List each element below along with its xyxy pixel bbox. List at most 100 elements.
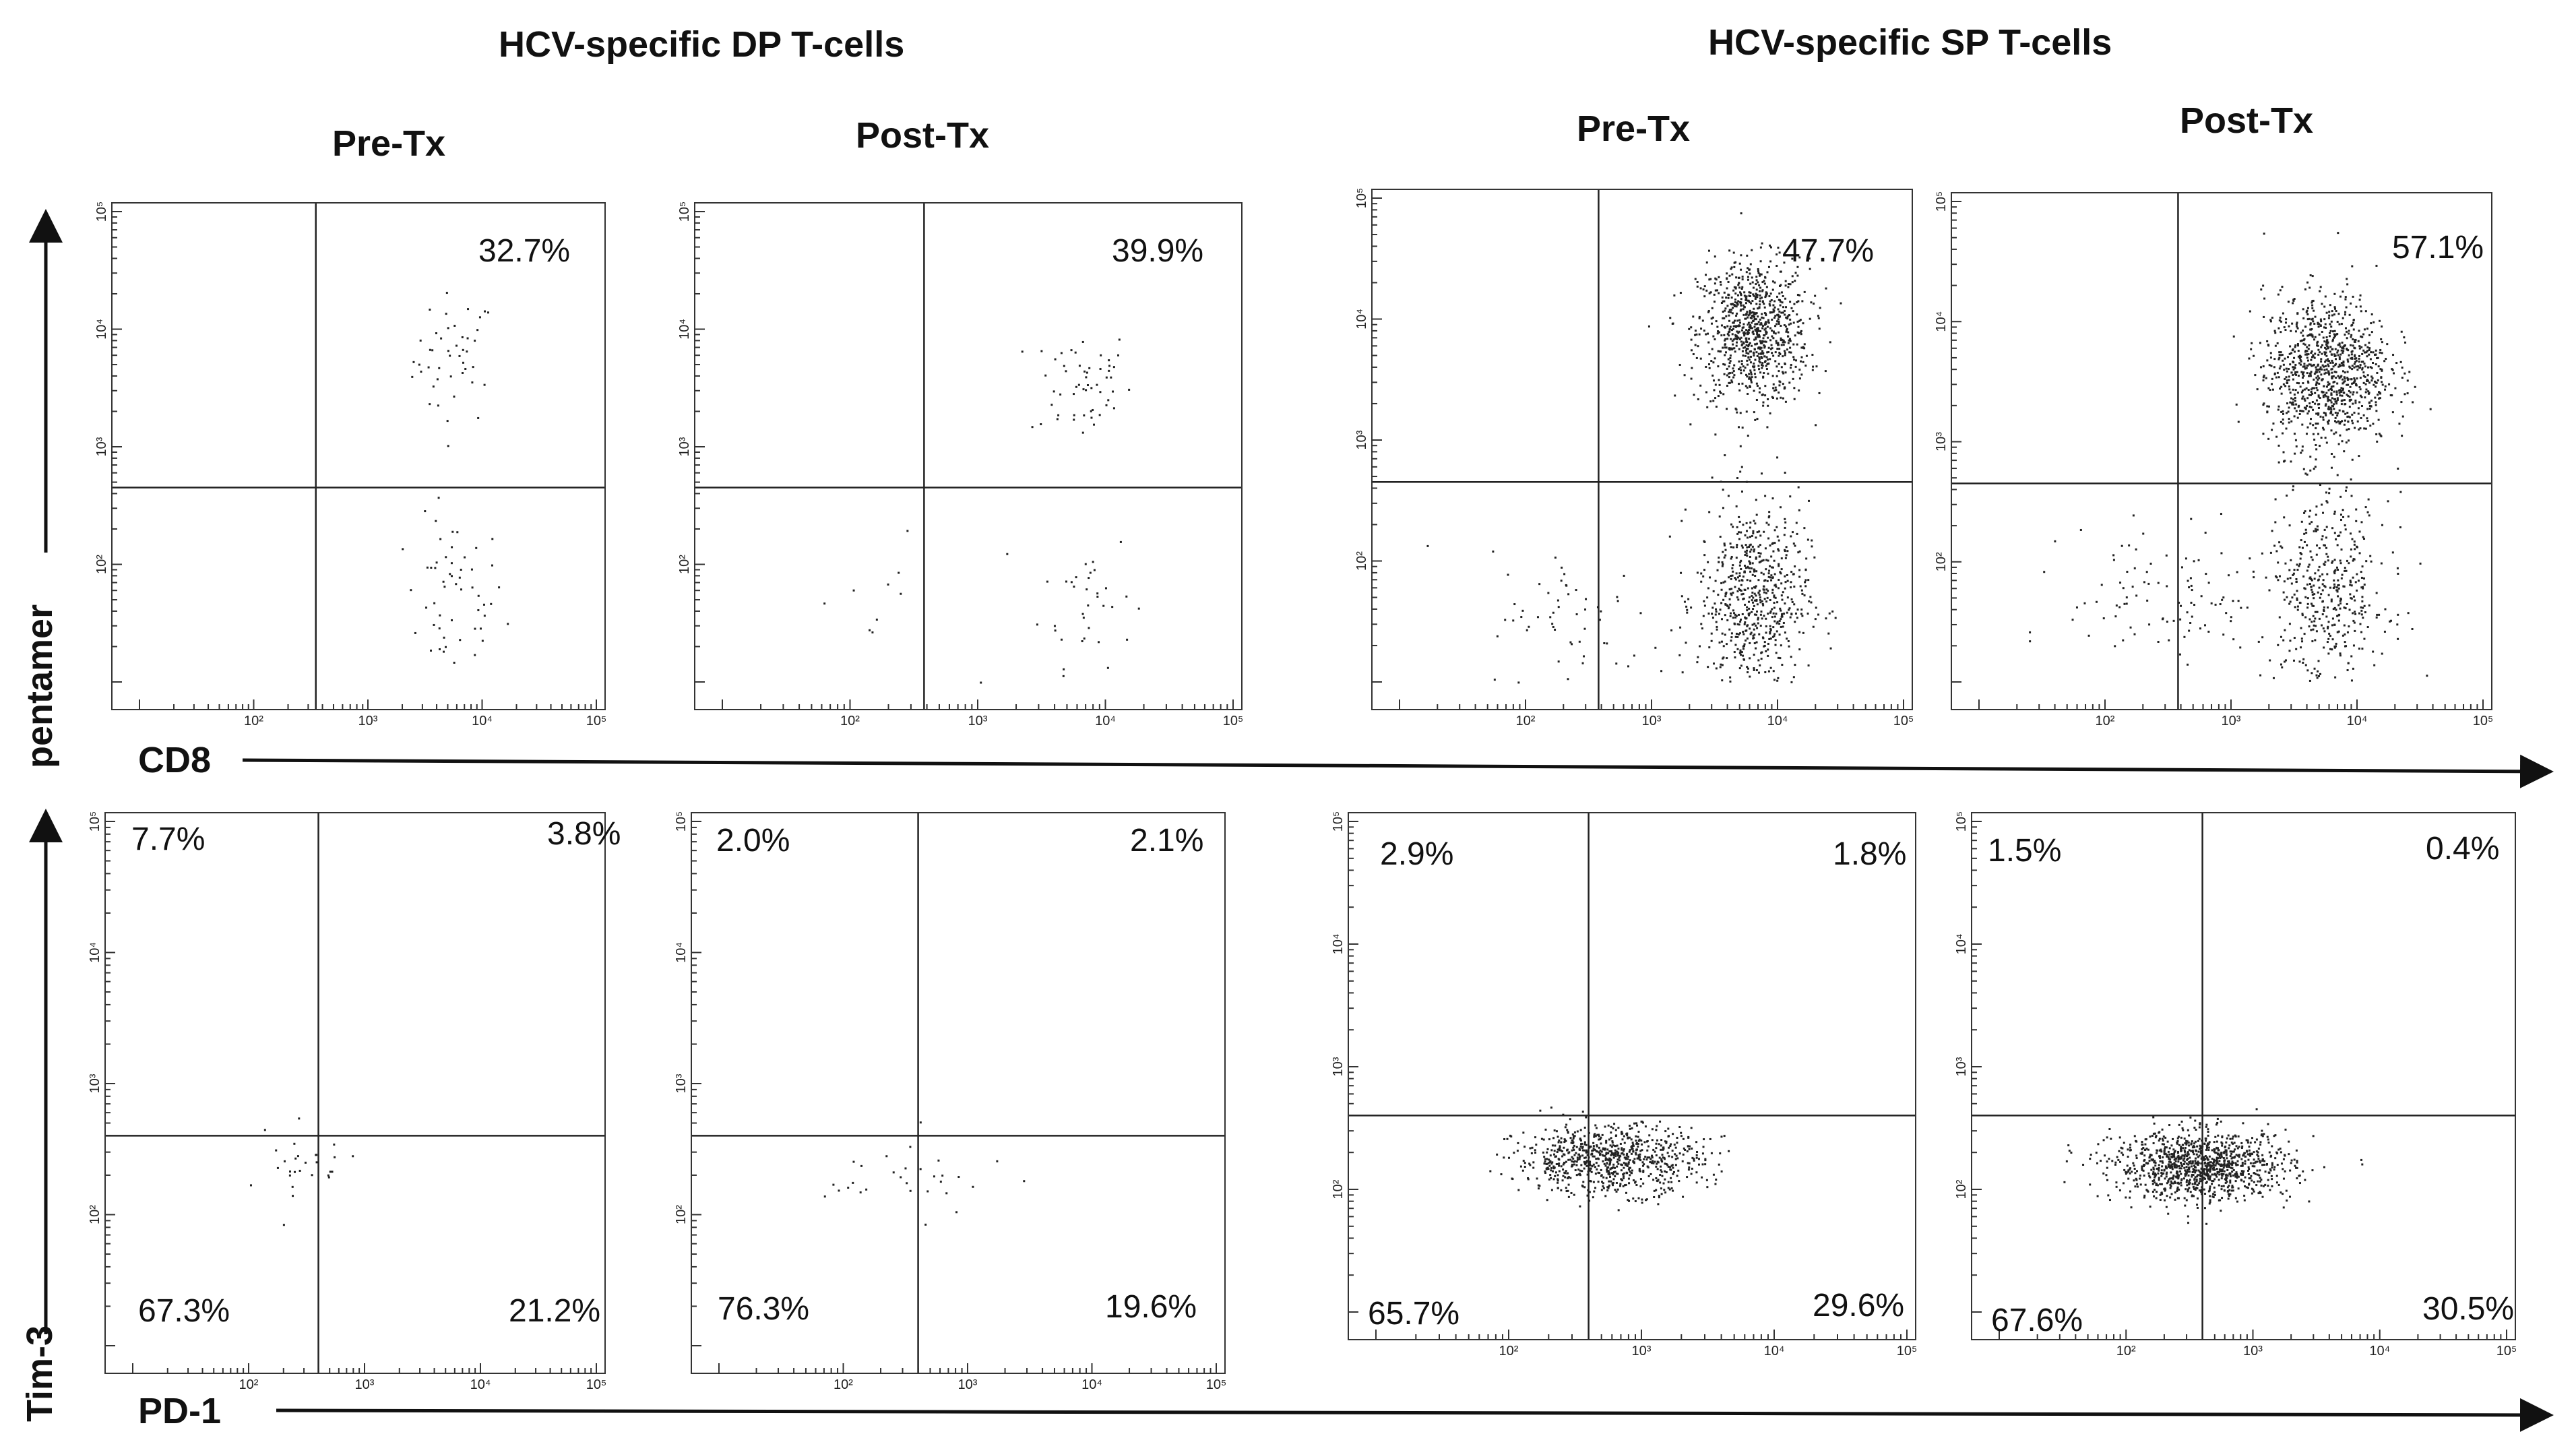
bottom-x-arrow [276, 1398, 2554, 1432]
x-tick-label: 10⁵ [2496, 1344, 2517, 1359]
x-tick-label: 10² [1516, 714, 1536, 728]
top-x-label: CD8 [138, 740, 212, 780]
event-dots [2063, 1108, 2364, 1225]
pct-sp-post-bottom-tr: 0.4% [2426, 831, 2500, 867]
y-tick-label: 10³ [1354, 430, 1369, 449]
y-tick-label: 10⁴ [1934, 311, 1949, 332]
x-tick-label: 10⁴ [472, 714, 493, 728]
x-tick-label: 10⁴ [1767, 714, 1788, 728]
col-title-sp-pre: Pre-Tx [1577, 108, 1691, 149]
pct-sp-post-bottom-bl: 67.6% [1991, 1303, 2083, 1338]
pct-dp-post-top-tr: 39.9% [1112, 233, 1204, 269]
x-tick-label: 10⁴ [2369, 1344, 2390, 1359]
x-tick-label: 10⁵ [1893, 714, 1914, 728]
y-tick-label: 10⁴ [1331, 934, 1346, 955]
y-tick-label: 10⁵ [1954, 811, 1969, 832]
y-tick-label: 10² [94, 555, 109, 574]
plot-dp-post-top: 10² 10² 10³ 10³ 10⁴ 10⁴ 10⁵ 10⁵ [677, 201, 1243, 728]
y-tick-label: 10⁴ [94, 319, 109, 340]
event-dots [2029, 232, 2432, 682]
event-dots [249, 1117, 354, 1226]
y-tick-label: 10³ [94, 437, 109, 456]
event-dots [1426, 212, 1842, 684]
pct-sp-pre-bottom-tr: 1.8% [1833, 836, 1907, 872]
y-tick-label: 10³ [1331, 1057, 1346, 1076]
event-dots [402, 292, 509, 664]
pct-dp-pre-bottom-tl: 7.7% [131, 821, 206, 857]
plot-sp-post-top: 10² 10² 10³ 10³ 10⁴ 10⁴ 10⁵ 10⁵ [1934, 191, 2493, 728]
x-tick-label: 10³ [1632, 1344, 1652, 1359]
y-tick-label: 10³ [1934, 432, 1949, 451]
plot-svg-0: 10² 10² 10³ 10³ 10⁴ 10⁴ 10⁵ 10⁵ [94, 201, 606, 728]
x-tick-label: 10⁵ [1223, 714, 1244, 728]
pct-dp-pre-top-tr: 32.7% [478, 233, 571, 269]
top-x-arrow [242, 754, 2554, 788]
x-tick-label: 10³ [355, 1377, 375, 1392]
pct-dp-pre-bottom-tr: 3.8% [547, 816, 621, 852]
y-tick-label: 10² [1331, 1179, 1346, 1199]
x-tick-label: 10² [840, 714, 860, 728]
y-tick-label: 10⁵ [1354, 188, 1369, 209]
x-tick-label: 10² [244, 714, 263, 728]
bottom-x-label: PD-1 [138, 1391, 222, 1431]
x-tick-label: 10² [2096, 714, 2115, 728]
plot-sp-pre-top: 10² 10² 10³ 10³ 10⁴ 10⁴ 10⁵ 10⁵ [1354, 188, 1914, 728]
pct-sp-post-bottom-br: 30.5% [2422, 1291, 2515, 1327]
x-tick-label: 10² [1499, 1344, 1519, 1359]
top-y-label: pentamer [20, 604, 60, 768]
plot-svg-2: 10² 10² 10³ 10³ 10⁴ 10⁴ 10⁵ 10⁵ [1354, 188, 1914, 728]
y-tick-label: 10² [88, 1205, 102, 1224]
plot-dp-pre-bottom: 10² 10² 10³ 10³ 10⁴ 10⁴ 10⁵ 10⁵ [88, 811, 606, 1392]
x-tick-label: 10⁴ [1081, 1377, 1102, 1392]
plot-svg-1: 10² 10² 10³ 10³ 10⁴ 10⁴ 10⁵ 10⁵ [677, 201, 1243, 728]
pct-sp-post-bottom-tl: 1.5% [1988, 833, 2062, 869]
x-tick-label: 10⁵ [1206, 1377, 1227, 1392]
pct-dp-post-bottom-tl: 2.0% [716, 823, 790, 859]
y-tick-label: 10⁵ [88, 811, 102, 832]
x-tick-label: 10³ [958, 1377, 978, 1392]
pct-dp-pre-bottom-bl: 67.3% [138, 1293, 230, 1329]
y-tick-label: 10⁴ [1354, 309, 1369, 330]
y-tick-label: 10³ [674, 1073, 689, 1093]
event-dots [1489, 1106, 1730, 1212]
x-tick-label: 10³ [358, 714, 378, 728]
x-tick-label: 10⁵ [586, 714, 607, 728]
plot-svg-6: 10² 10² 10³ 10³ 10⁴ 10⁴ 10⁵ 10⁵ [1331, 811, 1917, 1359]
y-tick-label: 10² [1934, 552, 1949, 571]
plot-svg-5: 10² 10² 10³ 10³ 10⁴ 10⁴ 10⁵ 10⁵ [674, 811, 1226, 1392]
x-tick-label: 10⁴ [1764, 1344, 1785, 1359]
plot-dp-pre-top: 10² 10² 10³ 10³ 10⁴ 10⁴ 10⁵ 10⁵ [94, 201, 606, 728]
group-title-dp: HCV-specific DP T-cells [499, 24, 905, 65]
col-title-dp-post: Post-Tx [856, 115, 990, 156]
y-tick-label: 10² [674, 1205, 689, 1224]
pct-sp-post-top-tr: 57.1% [2392, 230, 2484, 266]
x-tick-label: 10² [239, 1377, 259, 1392]
y-tick-label: 10⁵ [677, 201, 692, 222]
y-tick-label: 10⁵ [94, 201, 109, 222]
pct-sp-pre-top-tr: 47.7% [1782, 233, 1875, 269]
y-tick-label: 10⁵ [1331, 811, 1346, 832]
x-tick-label: 10⁵ [2473, 714, 2494, 728]
event-dots [823, 338, 1140, 684]
plot-svg-3: 10² 10² 10³ 10³ 10⁴ 10⁴ 10⁵ 10⁵ [1934, 191, 2493, 728]
plot-svg-7: 10² 10² 10³ 10³ 10⁴ 10⁴ 10⁵ 10⁵ [1954, 811, 2517, 1359]
x-tick-label: 10² [2116, 1344, 2136, 1359]
y-tick-label: 10³ [677, 437, 692, 456]
pct-dp-post-bottom-br: 19.6% [1105, 1289, 1197, 1325]
pct-sp-pre-bottom-br: 29.6% [1813, 1288, 1905, 1323]
x-tick-label: 10³ [968, 714, 988, 728]
x-tick-label: 10⁵ [1897, 1344, 1918, 1359]
y-tick-label: 10⁴ [677, 319, 692, 340]
pct-dp-pre-bottom-br: 21.2% [509, 1293, 601, 1329]
y-tick-label: 10³ [1954, 1057, 1969, 1076]
x-tick-label: 10⁴ [1095, 714, 1116, 728]
x-tick-label: 10⁴ [470, 1377, 491, 1392]
y-tick-label: 10² [1954, 1179, 1969, 1199]
y-tick-label: 10² [677, 555, 692, 574]
x-tick-label: 10² [834, 1377, 853, 1392]
group-title-sp: HCV-specific SP T-cells [1708, 22, 2112, 63]
pct-sp-pre-bottom-bl: 65.7% [1368, 1296, 1460, 1332]
y-tick-label: 10⁵ [674, 811, 689, 832]
x-tick-label: 10⁵ [586, 1377, 607, 1392]
x-tick-label: 10³ [2222, 714, 2241, 728]
